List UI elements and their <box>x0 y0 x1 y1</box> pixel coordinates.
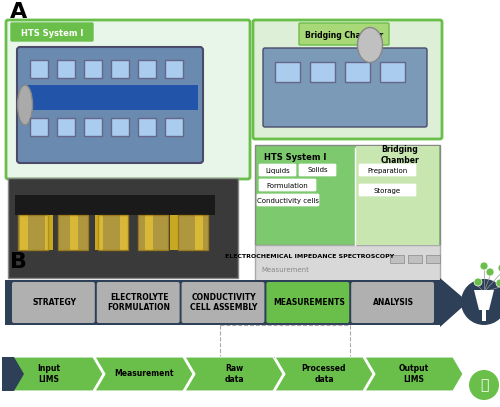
Text: ELECTROLYTE
FORMULATION: ELECTROLYTE FORMULATION <box>108 293 170 312</box>
Bar <box>95 200 103 250</box>
FancyBboxPatch shape <box>299 164 336 176</box>
Bar <box>20 200 28 250</box>
Text: Raw
data: Raw data <box>224 364 244 384</box>
Bar <box>120 200 128 250</box>
Text: Liquids: Liquids <box>265 168 290 173</box>
Polygon shape <box>5 278 468 327</box>
Bar <box>84 118 102 136</box>
Bar <box>30 118 48 136</box>
FancyBboxPatch shape <box>259 179 316 191</box>
FancyBboxPatch shape <box>266 282 349 323</box>
Bar <box>138 215 168 250</box>
FancyBboxPatch shape <box>299 23 389 45</box>
Bar <box>70 200 78 250</box>
Bar <box>18 215 48 250</box>
Bar <box>165 60 183 78</box>
Text: HTS System I: HTS System I <box>264 153 326 162</box>
Circle shape <box>498 264 500 272</box>
Bar <box>98 215 128 250</box>
Bar <box>57 118 75 136</box>
Circle shape <box>496 279 500 287</box>
FancyBboxPatch shape <box>259 164 296 176</box>
Text: STRATEGY: STRATEGY <box>32 298 76 307</box>
Bar <box>58 215 88 250</box>
Bar <box>15 195 215 215</box>
Text: Solids: Solids <box>307 168 328 173</box>
Text: Formulation: Formulation <box>266 182 308 188</box>
Bar <box>22 85 198 110</box>
Text: ELECTROCHEMICAL IMPEDANCE SPECTROSCOPY: ELECTROCHEMICAL IMPEDANCE SPECTROSCOPY <box>226 254 394 260</box>
Text: Bridging Chamber: Bridging Chamber <box>305 31 383 39</box>
Bar <box>145 200 153 250</box>
Polygon shape <box>2 357 24 391</box>
Bar <box>30 60 48 78</box>
Bar <box>380 62 405 82</box>
Circle shape <box>461 279 500 325</box>
Text: Storage: Storage <box>374 188 401 193</box>
Polygon shape <box>474 290 494 310</box>
Text: HTS System I: HTS System I <box>21 29 83 39</box>
Bar <box>356 146 439 245</box>
FancyBboxPatch shape <box>255 145 440 245</box>
FancyBboxPatch shape <box>359 184 416 196</box>
Polygon shape <box>365 357 463 391</box>
Text: ⌹: ⌹ <box>480 378 488 392</box>
Bar <box>138 118 156 136</box>
Text: Measurement: Measurement <box>114 370 174 379</box>
Text: CONDUCTIVITY
CELL ASSEMBLY: CONDUCTIVITY CELL ASSEMBLY <box>190 293 258 312</box>
Bar <box>408 255 422 263</box>
FancyBboxPatch shape <box>97 282 180 323</box>
FancyBboxPatch shape <box>17 47 203 163</box>
Polygon shape <box>275 357 373 391</box>
Bar <box>165 118 183 136</box>
Bar <box>390 255 404 263</box>
Text: Preparation: Preparation <box>368 168 408 173</box>
Circle shape <box>486 268 494 276</box>
FancyBboxPatch shape <box>257 194 319 206</box>
Bar <box>178 215 208 250</box>
Bar <box>57 60 75 78</box>
Text: MEASUREMENTS: MEASUREMENTS <box>273 298 344 307</box>
Bar <box>482 308 486 321</box>
Text: ANALYSIS: ANALYSIS <box>373 298 414 307</box>
Text: Input
LIMS: Input LIMS <box>38 364 60 384</box>
Ellipse shape <box>18 85 32 125</box>
Text: Measurement: Measurement <box>261 267 309 273</box>
Bar <box>111 60 129 78</box>
Bar <box>195 200 203 250</box>
FancyBboxPatch shape <box>351 282 434 323</box>
Bar <box>45 200 53 250</box>
Text: Output
LIMS: Output LIMS <box>399 364 429 384</box>
Bar <box>138 60 156 78</box>
Polygon shape <box>185 357 283 391</box>
FancyBboxPatch shape <box>11 23 93 41</box>
Text: Conductivity cells: Conductivity cells <box>257 197 319 204</box>
FancyBboxPatch shape <box>6 20 250 179</box>
FancyBboxPatch shape <box>253 20 442 139</box>
Bar <box>275 62 300 82</box>
FancyBboxPatch shape <box>12 282 95 323</box>
FancyBboxPatch shape <box>359 164 416 176</box>
Polygon shape <box>5 357 103 391</box>
FancyBboxPatch shape <box>255 245 440 285</box>
Bar <box>426 255 440 263</box>
Circle shape <box>474 278 482 286</box>
Polygon shape <box>95 357 193 391</box>
Bar <box>170 200 178 250</box>
Bar <box>111 118 129 136</box>
Text: Bridging
Chamber: Bridging Chamber <box>380 145 420 165</box>
Text: B: B <box>10 252 27 272</box>
Bar <box>84 60 102 78</box>
FancyBboxPatch shape <box>182 282 264 323</box>
Ellipse shape <box>358 28 382 63</box>
Bar <box>8 178 238 278</box>
Circle shape <box>469 370 499 400</box>
Bar <box>345 62 370 82</box>
Text: A: A <box>10 2 27 22</box>
Text: Processed
data: Processed data <box>302 364 346 384</box>
Bar <box>310 62 335 82</box>
Circle shape <box>480 262 488 270</box>
FancyBboxPatch shape <box>263 48 427 127</box>
